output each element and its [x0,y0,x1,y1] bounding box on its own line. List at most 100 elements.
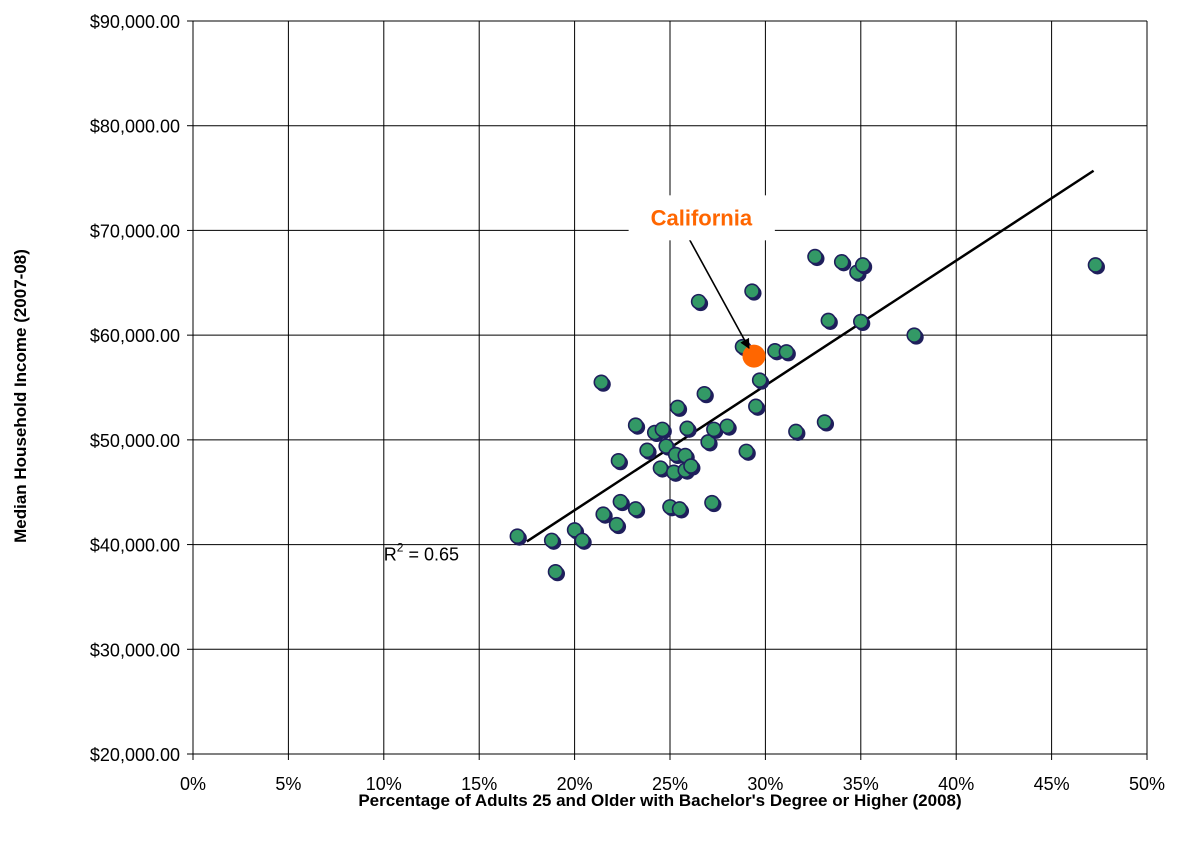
california-label-background [628,195,775,241]
r-squared-base: R [384,544,397,564]
data-point-marker [679,420,695,437]
data-point-marker [612,493,629,510]
data-point [738,443,756,461]
data-point [748,398,766,416]
data-point-marker [852,313,869,330]
data-point [509,528,527,546]
data-point [574,532,592,550]
data-point [683,458,701,476]
data-point-marker [854,257,871,273]
data-point-marker [574,532,591,549]
trendline-layer [526,169,1095,543]
data-point-marker [610,452,627,469]
data-point-marker [751,372,768,388]
data-point [854,257,873,275]
data-point [627,501,646,519]
data-point-marker [748,398,764,415]
annotation-arrow [682,227,750,349]
data-point-marker [509,528,526,544]
r-squared-superscript: 2 [397,540,404,554]
data-point [654,421,672,439]
data-point [816,414,835,432]
x-tick-label: 30% [747,774,783,794]
data-point-marker [696,385,713,402]
data-point-marker [744,283,760,299]
x-tick-label: 0% [180,774,206,794]
data-point-marker [608,516,625,533]
data-point [744,283,762,301]
annotation-layer: California R2 = 0.65 [384,195,775,564]
y-axis-tick-labels: $20,000.00 $30,000.00 $40,000.00 $50,000.00… [90,12,180,765]
x-tick-label: 5% [275,774,301,794]
data-point-marker [654,421,671,438]
data-point [700,434,718,452]
x-axis-title: Percentage of Adults 25 and Older with B… [358,791,961,810]
data-point-marker [690,293,707,310]
data-point [751,372,770,390]
data-point-marker [543,532,560,549]
data-point [690,293,709,312]
data-point [820,312,838,330]
data-point-marker [700,434,716,450]
x-tick-label: 45% [1034,774,1070,794]
highlight-point [742,344,766,368]
r-squared-label: R2 = 0.65 [384,540,459,564]
data-point-marker [738,443,755,460]
data-point [778,344,796,362]
data-points [509,248,1105,582]
data-point [852,313,871,332]
data-point-marker [683,458,699,474]
x-tick-label: 50% [1129,774,1165,794]
x-axis-tick-labels: 0% 5% 10% 15% 20% 25% 30% 35% 40% 45% 50% [180,774,1165,794]
r-squared-value: = 0.65 [403,544,459,564]
y-tick-label: $70,000.00 [90,221,180,241]
data-point-marker [671,501,688,517]
y-axis-title: Median Household Income (2007-08) [11,249,30,543]
data-point [608,516,627,535]
data-point-marker [652,460,669,476]
data-point-marker [669,399,686,416]
data-point [595,506,613,524]
data-point-marker [704,494,720,511]
data-point-marker [807,248,823,265]
data-point-marker [1087,257,1104,273]
data-point [543,532,562,550]
data-point-marker [706,421,722,438]
y-tick-label: $20,000.00 [90,745,180,765]
data-point [627,417,646,435]
data-point [593,374,611,392]
data-point-marker [788,423,804,440]
data-point [610,452,628,471]
data-point [639,442,657,460]
data-point [906,327,924,345]
data-point-marker [593,374,610,391]
trendline [526,169,1095,543]
y-tick-label: $50,000.00 [90,431,180,451]
data-point [788,423,806,441]
california-label: California [651,205,753,230]
data-point-marker [906,327,923,343]
data-point-marker [627,501,644,517]
data-point-marker [595,506,612,523]
x-tick-label: 40% [938,774,974,794]
x-tick-label: 20% [557,774,593,794]
data-point-marker [778,344,795,360]
data-point [704,494,722,513]
data-point-marker [547,563,564,580]
x-tick-label: 15% [461,774,497,794]
data-point-marker [566,522,583,538]
data-point-marker [833,254,850,270]
x-tick-label: 35% [843,774,879,794]
x-tick-label: 10% [366,774,402,794]
y-tick-label: $90,000.00 [90,12,180,32]
data-point [719,418,737,436]
data-point [612,493,630,512]
data-point-marker [820,312,837,329]
data-point-marker [719,418,736,435]
data-point [833,254,852,272]
gridlines [187,20,1148,760]
data-point [696,385,714,404]
y-tick-label: $30,000.00 [90,640,180,660]
data-point [1087,257,1105,275]
